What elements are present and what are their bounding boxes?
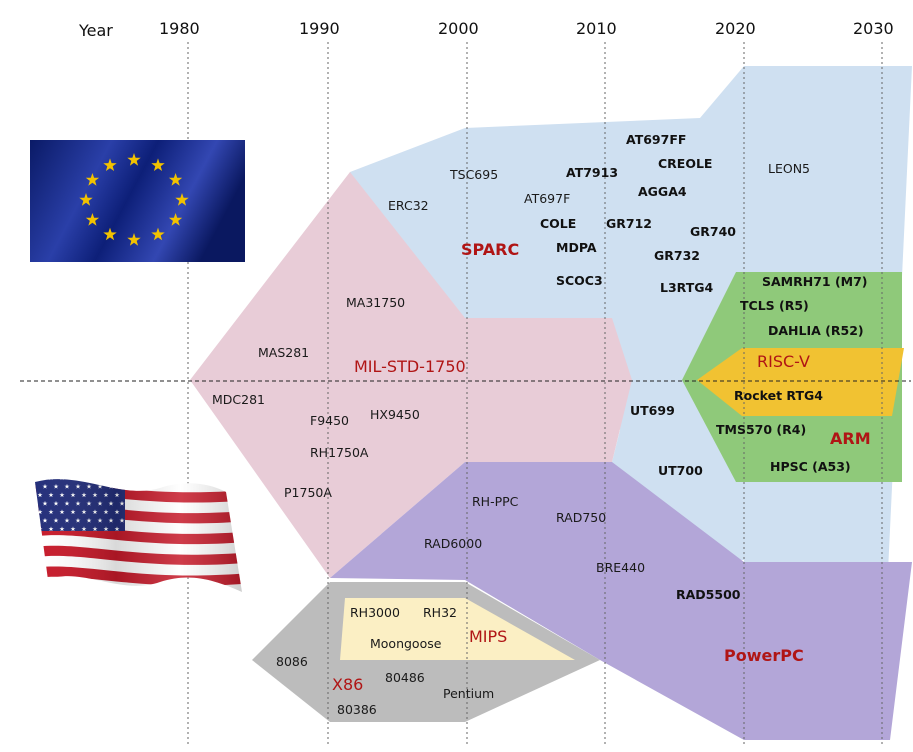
chip-rocket-rtg4: Rocket RTG4	[734, 388, 823, 403]
chip-gr732: GR732	[654, 248, 700, 263]
chip-mdpa: MDPA	[556, 240, 597, 255]
chip-pentium: Pentium	[443, 686, 494, 701]
risc-v-region	[697, 348, 904, 416]
us-stripe	[35, 479, 242, 482]
year-2030: 2030	[853, 19, 894, 38]
eu-star-icon	[127, 153, 141, 166]
year-1980: 1980	[159, 19, 200, 38]
family-label-mil-std: MIL-STD-1750	[354, 357, 466, 376]
mil-std-region	[190, 172, 632, 578]
us-star-icon	[103, 479, 109, 481]
chip-80486: 80486	[385, 670, 425, 685]
chip-rh3000: RH3000	[350, 605, 400, 620]
chip-p1750a: P1750A	[284, 485, 332, 500]
chip-agga4: AGGA4	[638, 184, 687, 199]
chip-f9450: F9450	[310, 413, 349, 428]
family-label-arm: ARM	[830, 429, 871, 448]
chip-at7913: AT7913	[566, 165, 618, 180]
year-2020: 2020	[715, 19, 756, 38]
eu-star-icon	[151, 227, 165, 241]
chip-tsc695: TSC695	[449, 167, 498, 182]
us-star-icon	[114, 479, 120, 481]
chip-dahlia: DAHLIA (R52)	[768, 323, 864, 338]
chip-rh1750a: RH1750A	[310, 445, 369, 460]
chip-ut699: UT699	[630, 403, 675, 418]
chip-ut700: UT700	[658, 463, 703, 478]
chip-gr740: GR740	[690, 224, 736, 239]
chip-at697f: AT697F	[524, 191, 570, 206]
us-star-icon	[37, 479, 43, 481]
year-2010: 2010	[576, 19, 617, 38]
family-label-powerpc: PowerPC	[724, 646, 804, 665]
eu-star-icon	[151, 158, 165, 171]
chip-mdc281: MDC281	[212, 392, 265, 407]
chip-creole: CREOLE	[658, 156, 712, 171]
chip-leon5: LEON5	[768, 161, 810, 176]
chip-ma31750: MA31750	[346, 295, 405, 310]
eu-star-icon	[103, 158, 117, 171]
chip-hpsc: HPSC (A53)	[770, 459, 851, 474]
eu-stars-icon	[79, 153, 189, 246]
eu-star-icon	[175, 193, 189, 206]
chip-hx9450: HX9450	[370, 407, 420, 422]
us-stripe	[35, 587, 242, 592]
chip-l3rtg4: L3RTG4	[660, 280, 714, 295]
us-star-icon	[119, 483, 125, 489]
eu-star-icon	[103, 227, 117, 241]
eu-star-icon	[168, 173, 183, 186]
chip-samrh71: SAMRH71 (M7)	[762, 274, 868, 289]
mips-region	[340, 598, 575, 660]
chip-tms570: TMS570 (R4)	[716, 422, 806, 437]
chip-rh32: RH32	[423, 605, 457, 620]
chip-erc32: ERC32	[388, 198, 429, 213]
us-flag	[35, 479, 242, 592]
eu-star-icon	[127, 233, 141, 246]
year-gridlines	[187, 42, 883, 745]
chip-gr712: GR712	[606, 216, 652, 231]
eu-star-icon	[168, 213, 183, 226]
chip-at697ff: AT697FF	[626, 132, 686, 147]
family-label-x86: X86	[332, 675, 363, 694]
year-2000: 2000	[438, 19, 479, 38]
family-label-risc-v: RISC-V	[757, 352, 810, 371]
chip-cole: COLE	[540, 216, 576, 231]
family-label-sparc: SPARC	[461, 240, 519, 259]
chip-rad750: RAD750	[556, 510, 606, 525]
powerpc-region	[330, 462, 912, 740]
eu-star-icon	[85, 173, 100, 186]
chip-8086: 8086	[276, 654, 308, 669]
chip-tcls: TCLS (R5)	[740, 298, 809, 313]
chip-rh-ppc: RH-PPC	[472, 494, 519, 509]
eu-star-icon	[85, 213, 100, 226]
us-star-icon	[92, 479, 98, 481]
us-star-icon	[70, 479, 76, 481]
chip-80386: 80386	[337, 702, 377, 717]
chip-rad6000: RAD6000	[424, 536, 482, 551]
us-star-icon	[81, 479, 87, 481]
chip-mas281: MAS281	[258, 345, 309, 360]
chip-rad5500: RAD5500	[676, 587, 741, 602]
year-1990: 1990	[299, 19, 340, 38]
chip-moongoose: Moongoose	[370, 636, 442, 651]
family-label-mips: MIPS	[469, 627, 507, 646]
eu-flag	[30, 140, 245, 262]
axis-label: Year	[78, 21, 113, 40]
chip-scoc3: SCOC3	[556, 273, 603, 288]
chip-bre440: BRE440	[596, 560, 645, 575]
eu-star-icon	[79, 193, 93, 206]
